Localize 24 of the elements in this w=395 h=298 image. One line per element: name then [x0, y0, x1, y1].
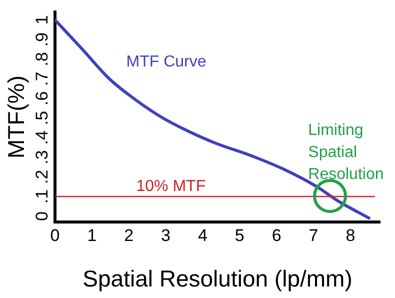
- y-tick-label: .7: [32, 72, 52, 86]
- y-tick-label: .8: [32, 52, 52, 66]
- x-tick-label: 6: [272, 226, 282, 245]
- y-tick-label: 0: [32, 211, 52, 221]
- x-tick-label: 2: [124, 226, 134, 245]
- y-tick-label: 1: [32, 15, 52, 25]
- x-tick-label: 5: [234, 226, 244, 245]
- y-tick-label: .5: [32, 110, 52, 126]
- x-tick-label: 7: [308, 226, 318, 245]
- ref-line-label: 10% MTF: [136, 178, 206, 195]
- x-axis-title: Spatial Resolution (lp/mm): [82, 266, 352, 292]
- y-axis-title: MTF(%): [3, 75, 30, 159]
- y-tick-label: .2: [32, 170, 52, 184]
- x-tick-label: 3: [161, 226, 171, 245]
- y-tick-label: .9: [32, 32, 52, 47]
- annotation: Limiting Spatial Resolution: [308, 122, 384, 183]
- x-tick-label: 4: [198, 226, 208, 245]
- series-label: MTF Curve: [126, 54, 206, 71]
- y-tick-label: .4: [32, 130, 52, 145]
- x-tick-label: 1: [87, 226, 97, 245]
- y-tick-label: .6: [32, 91, 52, 106]
- y-tick-label: .3: [32, 150, 52, 164]
- y-tick-label: .1: [32, 189, 52, 204]
- x-tick-label: 8: [346, 226, 356, 245]
